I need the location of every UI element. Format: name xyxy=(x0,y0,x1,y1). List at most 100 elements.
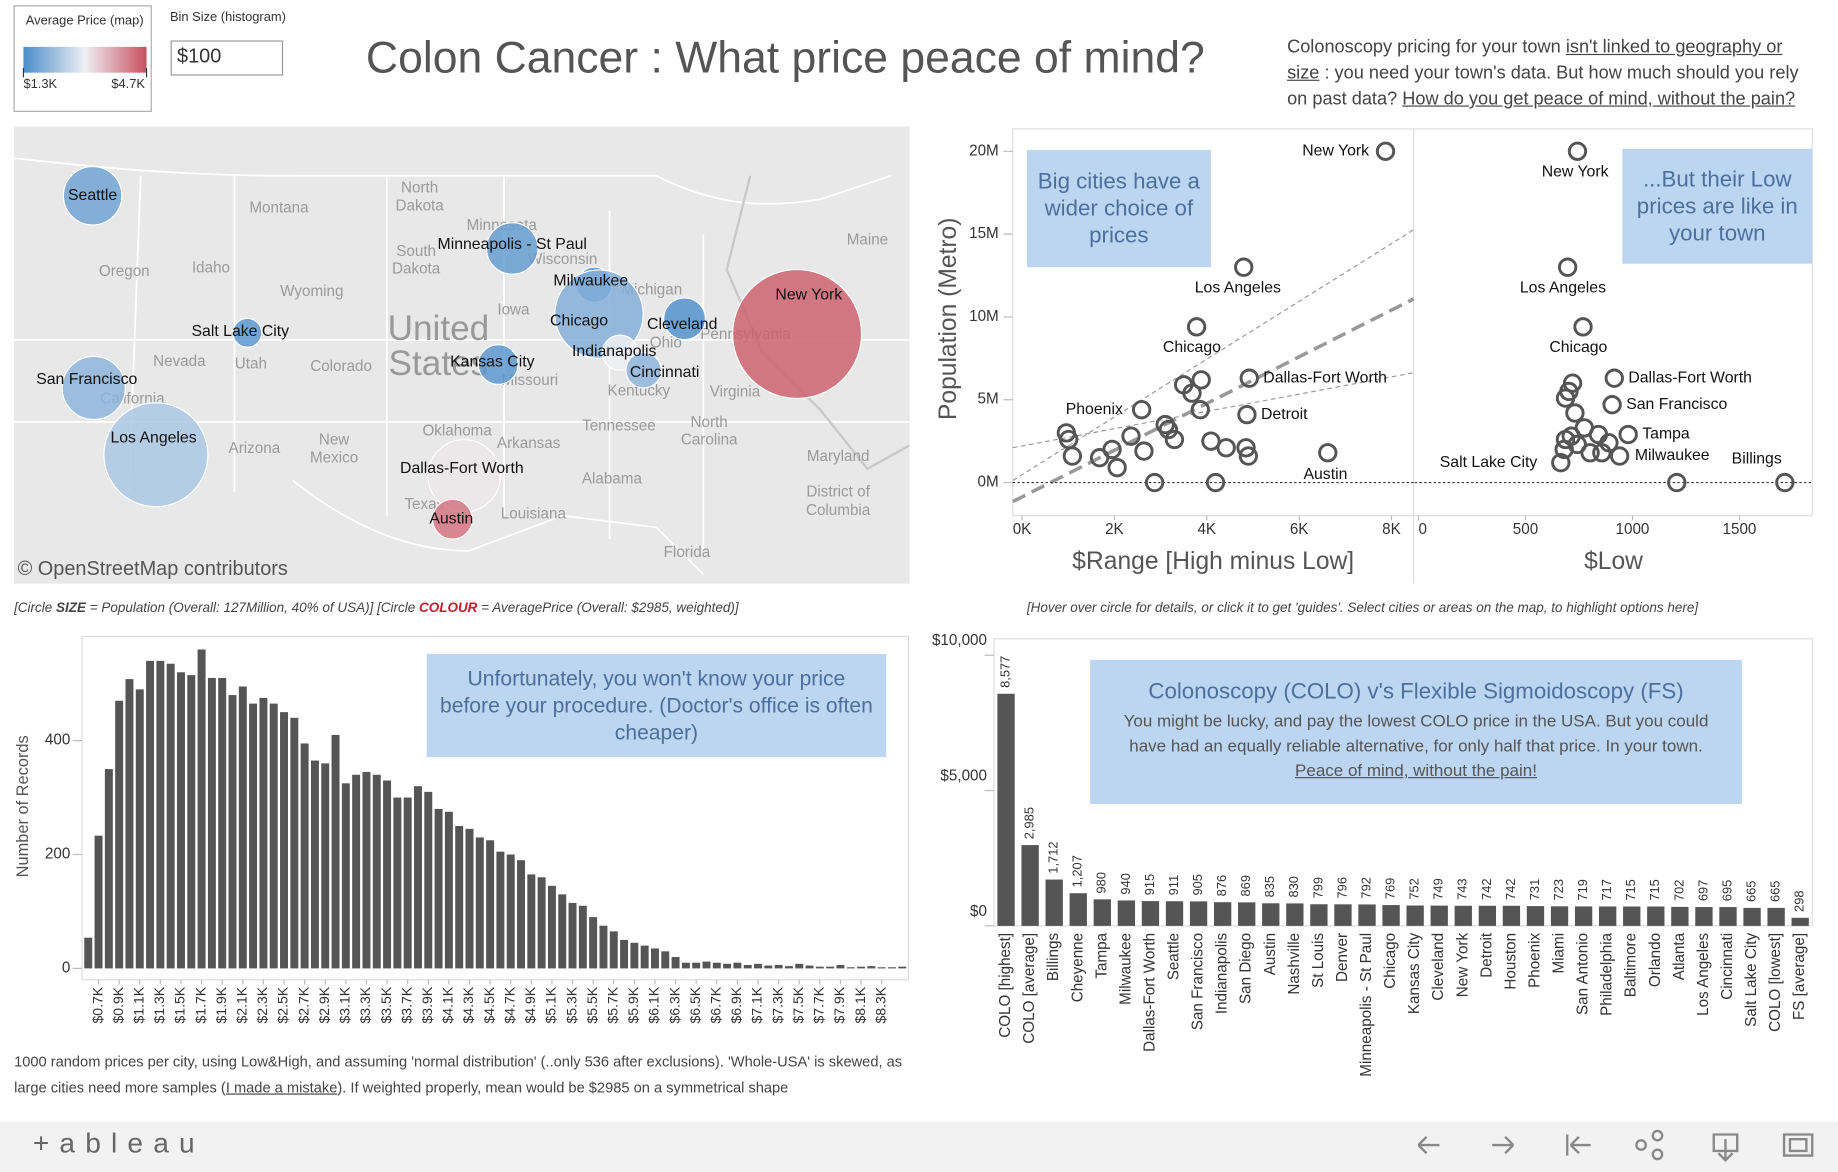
bar[interactable] xyxy=(1599,906,1617,926)
scatter-point[interactable] xyxy=(1555,388,1576,408)
scatter-point[interactable] xyxy=(1609,446,1630,466)
scatter-point[interactable] xyxy=(1565,403,1585,423)
scatter-point[interactable] xyxy=(1089,448,1110,468)
scatter-point[interactable] xyxy=(1618,424,1638,445)
scatter-point[interactable] xyxy=(1058,429,1079,450)
scatter-point[interactable] xyxy=(1190,400,1210,420)
scatter-point[interactable] xyxy=(1062,446,1083,466)
bar[interactable] xyxy=(1647,906,1665,926)
download[interactable] xyxy=(1712,1133,1739,1162)
bar[interactable] xyxy=(1069,893,1087,926)
city-circle[interactable] xyxy=(663,297,707,341)
scatter-point[interactable] xyxy=(1604,368,1624,388)
scatter-point[interactable] xyxy=(1191,370,1211,390)
scatter-point[interactable] xyxy=(1667,472,1687,493)
fullscreen[interactable] xyxy=(1782,1133,1814,1157)
bar[interactable] xyxy=(1286,903,1304,926)
scatter-point[interactable] xyxy=(1134,441,1154,461)
link[interactable]: isn't linked to geography or size xyxy=(1287,37,1783,84)
scatter-point[interactable] xyxy=(1318,443,1338,463)
city-circle[interactable] xyxy=(62,165,123,226)
scatter-point[interactable] xyxy=(1602,395,1622,415)
histogram-bar xyxy=(486,840,495,969)
bar[interactable] xyxy=(1574,906,1593,926)
scatter-point[interactable] xyxy=(1239,368,1259,388)
scatter-point[interactable] xyxy=(1573,317,1593,337)
scatter-point[interactable] xyxy=(1182,383,1202,403)
scatter-point[interactable] xyxy=(1555,429,1576,450)
scatter-point[interactable] xyxy=(1237,404,1257,425)
city-circle[interactable] xyxy=(232,317,263,348)
bar[interactable] xyxy=(1382,905,1400,926)
link[interactable]: I made a mistake xyxy=(225,1079,338,1096)
bar[interactable] xyxy=(1406,905,1424,926)
brand-logo[interactable]: + a b l e a u xyxy=(33,1127,196,1158)
scatter-point[interactable] xyxy=(1599,433,1619,453)
city-circle[interactable] xyxy=(485,222,539,275)
bar[interactable] xyxy=(1045,879,1063,926)
bar[interactable] xyxy=(1213,902,1232,926)
city-circle[interactable] xyxy=(432,498,473,540)
bar[interactable] xyxy=(1671,906,1689,926)
scatter-point[interactable] xyxy=(1567,141,1588,161)
bar[interactable] xyxy=(997,693,1015,926)
city-circle[interactable] xyxy=(732,268,863,400)
bar[interactable] xyxy=(1430,905,1448,926)
scatter-point[interactable] xyxy=(1375,141,1396,161)
bar[interactable] xyxy=(1454,905,1472,926)
scatter-point[interactable] xyxy=(1121,426,1141,446)
bar[interactable] xyxy=(1478,905,1497,926)
scatter-point[interactable] xyxy=(1164,429,1185,450)
bar[interactable] xyxy=(1189,901,1208,926)
bar[interactable] xyxy=(1502,905,1521,926)
bar[interactable] xyxy=(1743,907,1761,926)
bar[interactable] xyxy=(1238,902,1256,926)
scatter-point[interactable] xyxy=(1205,472,1226,493)
bar[interactable] xyxy=(1526,906,1545,926)
revert[interactable] xyxy=(1566,1134,1591,1156)
scatter-point[interactable] xyxy=(1144,472,1165,493)
bar[interactable] xyxy=(1695,907,1713,926)
bar[interactable] xyxy=(1358,904,1376,926)
bar[interactable] xyxy=(1334,904,1352,926)
city-circle[interactable] xyxy=(625,352,662,389)
link[interactable]: Peace of mind, without the pain! xyxy=(1295,761,1537,781)
scatter-point[interactable] xyxy=(1775,472,1795,493)
scatter-point[interactable] xyxy=(1131,400,1152,420)
bar[interactable] xyxy=(1767,907,1785,926)
scatter-point[interactable] xyxy=(1236,438,1256,458)
scatter-point[interactable] xyxy=(1216,438,1236,458)
bar[interactable] xyxy=(1550,906,1569,926)
bar[interactable] xyxy=(1262,903,1280,926)
bar[interactable] xyxy=(1093,899,1111,926)
scatter-point[interactable] xyxy=(1554,439,1574,460)
bar[interactable] xyxy=(1141,901,1160,926)
x-tick-label: Cheyenne xyxy=(1069,933,1086,1002)
scatter-point[interactable] xyxy=(1238,446,1258,466)
scatter-point[interactable] xyxy=(1557,257,1578,277)
bar[interactable] xyxy=(1021,845,1039,926)
scatter-point[interactable] xyxy=(1186,317,1207,337)
bar[interactable] xyxy=(1165,901,1184,926)
undo[interactable] xyxy=(1417,1136,1440,1155)
share[interactable] xyxy=(1635,1139,1647,1151)
scatter-point[interactable] xyxy=(1158,419,1179,440)
city-circle[interactable] xyxy=(103,402,209,508)
bin-size-input[interactable] xyxy=(170,40,284,76)
redo[interactable] xyxy=(1492,1136,1515,1155)
scatter-point[interactable] xyxy=(1107,457,1127,478)
bar[interactable] xyxy=(1117,900,1136,926)
x-tick-label: Houston xyxy=(1502,933,1519,990)
city-circle[interactable] xyxy=(477,344,519,385)
scatter-point[interactable] xyxy=(1234,257,1254,277)
link[interactable]: How do you get peace of mind, without th… xyxy=(1402,89,1796,109)
bar[interactable] xyxy=(1623,906,1641,926)
scatter-point[interactable] xyxy=(1580,443,1600,463)
scatter-point[interactable] xyxy=(1562,373,1583,393)
bar[interactable] xyxy=(1719,907,1737,926)
bin-size-value[interactable]: $100 xyxy=(177,46,221,68)
bar[interactable] xyxy=(1310,904,1328,926)
scatter-point[interactable] xyxy=(1551,453,1571,473)
bar[interactable] xyxy=(1791,917,1809,926)
city-circle[interactable] xyxy=(61,355,126,421)
